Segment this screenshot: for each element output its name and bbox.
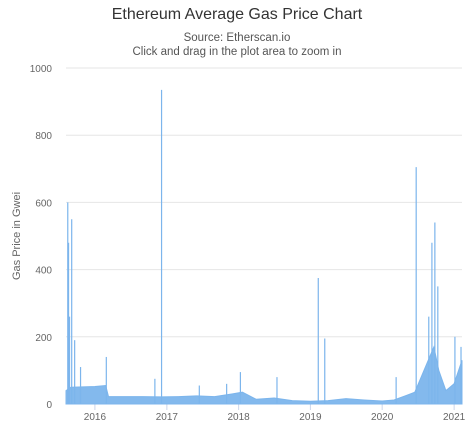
chart-subtitle-zoom-hint: Click and drag in the plot area to zoom … <box>132 46 342 58</box>
y-axis-label: Gas Price in Gwei <box>11 192 23 280</box>
x-tick-label: 2020 <box>371 412 394 423</box>
chart-subtitle-source: Source: Etherscan.io <box>183 32 291 44</box>
y-tick-label: 1000 <box>30 64 53 75</box>
chart-title: Ethereum Average Gas Price Chart <box>111 6 363 23</box>
gas-price-area <box>65 345 463 405</box>
y-tick-label: 600 <box>35 198 52 209</box>
x-tick-label: 2018 <box>228 412 251 423</box>
x-tick-label: 2017 <box>156 412 179 423</box>
y-tick-label: 200 <box>35 333 52 344</box>
y-tick-label: 400 <box>35 266 52 277</box>
y-tick-label: 0 <box>46 400 52 411</box>
x-tick-label: 2021 <box>443 412 466 423</box>
x-tick-label: 2016 <box>84 412 107 423</box>
x-tick-label: 2019 <box>299 412 322 423</box>
y-tick-label: 800 <box>35 131 52 142</box>
